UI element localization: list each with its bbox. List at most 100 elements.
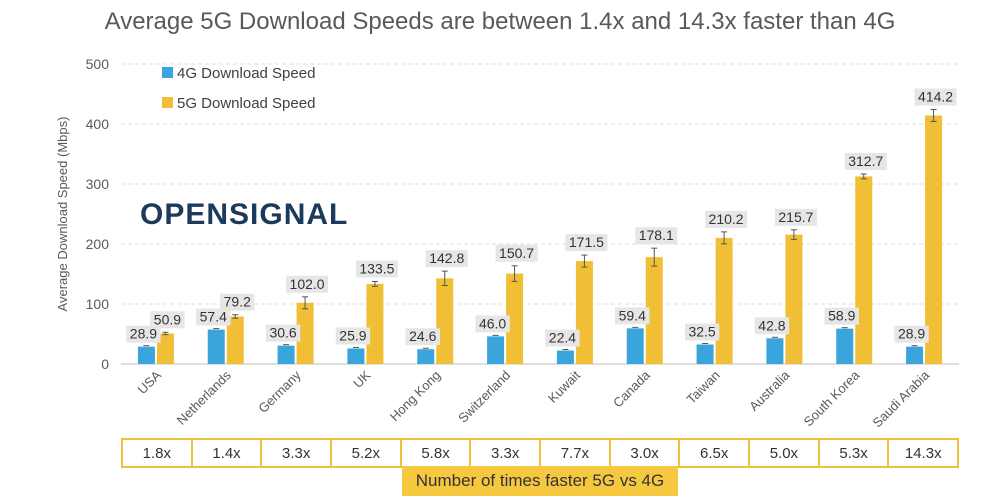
bar-4g xyxy=(347,348,365,364)
multiplier-cell: 5.8x xyxy=(399,440,470,466)
multiplier-cell: 1.8x xyxy=(142,444,172,462)
x-tick-label: Saudi Arabia xyxy=(869,367,932,430)
data-label-5g-bg xyxy=(774,208,817,226)
data-label-4g-bg xyxy=(405,328,440,346)
legend-swatch xyxy=(162,67,173,78)
bar-4g xyxy=(417,349,435,364)
x-tick-label: USA xyxy=(135,367,165,397)
opensignal-logo: OPENSIGNAL xyxy=(140,198,348,232)
multiplier-caption: Number of times faster 5G vs 4G xyxy=(402,466,678,496)
bar-4g xyxy=(487,336,505,364)
y-tick-label: 0 xyxy=(101,356,109,372)
data-label-4g: 42.8 xyxy=(758,317,785,333)
data-label-4g: 24.6 xyxy=(409,328,436,344)
multiplier-cell: 3.3x xyxy=(260,440,330,466)
data-label-5g: 150.7 xyxy=(499,245,534,261)
bar-4g xyxy=(556,350,574,364)
data-label-5g-bg xyxy=(355,260,398,278)
multiplier-cell: 6.5x xyxy=(678,440,748,466)
data-label-5g: 50.9 xyxy=(154,311,181,327)
bar-5g xyxy=(645,257,663,364)
bar-4g xyxy=(207,329,225,364)
data-label-4g: 30.6 xyxy=(269,325,296,341)
y-tick-label: 100 xyxy=(86,296,110,312)
bar-4g xyxy=(626,328,644,364)
multiplier-cell: 3.0x xyxy=(608,440,679,466)
logo-text: OPENSIGNAL xyxy=(140,198,349,231)
bar-5g xyxy=(785,234,803,364)
bar-5g xyxy=(925,115,943,364)
data-label-5g-bg xyxy=(286,275,329,293)
data-label-5g-bg xyxy=(220,293,255,311)
data-label-4g-bg xyxy=(824,307,859,325)
multiplier-cell: 5.0x xyxy=(748,440,818,466)
data-label-5g-bg xyxy=(150,311,185,329)
data-label-5g: 215.7 xyxy=(778,209,813,225)
data-label-4g-bg xyxy=(894,325,929,343)
bar-4g xyxy=(137,346,155,364)
data-label-4g-bg xyxy=(545,329,580,347)
bar-4g xyxy=(277,345,295,364)
x-tick-label: UK xyxy=(350,367,374,391)
data-label-4g-bg xyxy=(335,327,371,345)
data-label-5g: 210.2 xyxy=(709,211,744,227)
data-label-5g-bg xyxy=(495,244,538,262)
data-label-4g-bg xyxy=(684,323,720,341)
bar-5g xyxy=(296,302,314,364)
data-label-4g-bg xyxy=(615,307,650,325)
legend-label: 5G Download Speed xyxy=(177,95,315,112)
data-label-5g-bg xyxy=(914,88,957,106)
x-tick-label: Switzerland xyxy=(455,368,513,426)
multiplier-table: 1.8x 1.4x 3.3x 5.2x 5.8x 3.3x 7.7x 3.0x 6.5x 5.0x… xyxy=(121,438,959,468)
multiplier-cell: 7.7x xyxy=(539,440,609,466)
data-label-4g-bg xyxy=(126,325,161,343)
data-label-4g: 28.9 xyxy=(130,326,157,342)
data-label-5g: 133.5 xyxy=(359,261,394,277)
data-label-5g: 102.0 xyxy=(290,276,325,292)
data-label-4g: 25.9 xyxy=(339,327,366,343)
data-label-4g: 58.9 xyxy=(828,308,855,324)
data-label-4g-bg xyxy=(196,308,231,326)
data-label-4g: 46.0 xyxy=(479,315,506,331)
data-label-4g: 59.4 xyxy=(619,307,646,323)
data-label-4g-bg xyxy=(475,315,510,333)
data-label-4g-bg xyxy=(754,317,790,335)
data-label-5g: 142.8 xyxy=(429,250,464,266)
data-label-5g-bg xyxy=(425,250,468,268)
data-label-4g: 57.4 xyxy=(200,309,227,325)
y-tick-label: 400 xyxy=(86,116,110,132)
y-tick-label: 300 xyxy=(86,176,110,192)
x-tick-label: Taiwan xyxy=(683,368,722,407)
bar-4g xyxy=(836,328,854,364)
multiplier-cell: 5.3x xyxy=(817,440,888,466)
multiplier-cell: 5.2x xyxy=(330,440,400,466)
bar-4g xyxy=(906,346,924,364)
bar-chart: 0 100 200 300 400 500 Average Download Speed (… xyxy=(55,56,959,430)
data-label-5g: 414.2 xyxy=(918,88,953,104)
bar-5g xyxy=(575,261,593,364)
y-axis-title: Average Download Speed (Mbps) xyxy=(55,117,70,312)
bar-5g xyxy=(715,237,733,364)
legend-swatch xyxy=(162,97,173,108)
bar-5g xyxy=(855,176,873,364)
data-label-5g: 79.2 xyxy=(224,294,251,310)
x-tick-label: Hong Kong xyxy=(387,368,444,425)
bar-5g xyxy=(366,283,384,364)
data-label-5g-bg xyxy=(844,152,887,170)
bar-4g xyxy=(766,338,784,364)
data-label-4g: 32.5 xyxy=(688,324,715,340)
chart-title: Average 5G Download Speeds are between 1… xyxy=(104,8,896,35)
data-label-4g-bg xyxy=(265,324,301,342)
multiplier-cell: 1.4x xyxy=(190,440,261,466)
y-tick-label: 500 xyxy=(86,56,110,72)
bar-5g xyxy=(156,333,174,364)
x-tick-label: South Korea xyxy=(801,367,863,429)
data-label-5g: 171.5 xyxy=(569,234,604,250)
data-label-5g-bg xyxy=(635,227,678,245)
x-tick-label: Kuwait xyxy=(545,367,583,405)
bar-5g xyxy=(506,273,524,364)
data-label-5g: 312.7 xyxy=(848,153,883,169)
data-label-5g: 178.1 xyxy=(639,227,674,243)
x-tick-label: Netherlands xyxy=(174,367,235,428)
data-label-4g: 28.9 xyxy=(898,326,925,342)
